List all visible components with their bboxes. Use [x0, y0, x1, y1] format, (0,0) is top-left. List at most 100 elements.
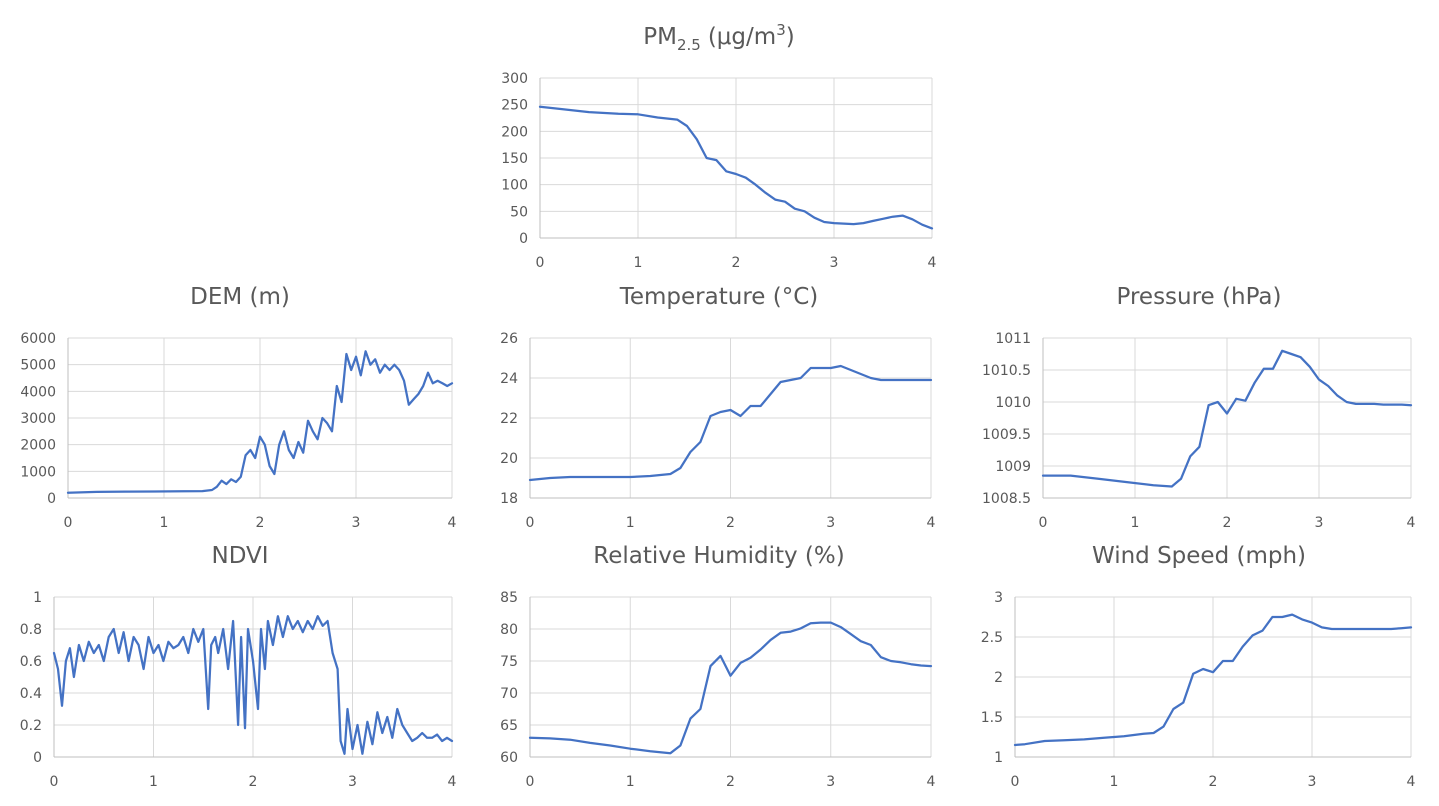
y-tick-label: 22 — [500, 411, 518, 427]
y-tick-label: 50 — [510, 204, 528, 220]
y-tick-label: 250 — [501, 98, 528, 114]
y-tick-label: 100 — [501, 178, 528, 194]
x-tick-label: 1 — [160, 515, 169, 531]
x-tick-label: 4 — [1407, 774, 1416, 790]
y-tick-label: 75 — [500, 654, 518, 670]
y-tick-label: 6000 — [20, 331, 56, 347]
y-tick-label: 20 — [500, 451, 518, 467]
y-tick-label: 2000 — [20, 438, 56, 454]
y-tick-label: 65 — [500, 718, 518, 734]
y-tick-label: 70 — [500, 686, 518, 702]
series-line — [1013, 613, 1413, 747]
x-tick-label: 2 — [732, 255, 741, 271]
x-tick-label: 2 — [249, 774, 258, 790]
y-tick-label: 1.5 — [981, 710, 1003, 726]
chart-ndvi: NDVI 0 0.2 0.4 0.6 0.8 1 0 1 2 3 4 — [20, 543, 457, 790]
x-tick-label: 4 — [927, 515, 936, 531]
x-tick-label: 2 — [726, 515, 735, 531]
x-tick-label: 3 — [826, 515, 835, 531]
y-tick-label: 3000 — [20, 411, 56, 427]
y-tick-label: 150 — [501, 151, 528, 167]
chart-pressure: Pressure (hPa) 1008.5 1009 1009.5 1010 1010.… — [982, 284, 1416, 531]
chart-title: Temperature (°C) — [619, 284, 819, 310]
chart-dem: DEM (m) 0 1000 2000 3000 4000 5000 6000 0 1 2 3 4 — [20, 284, 456, 531]
x-tick-label: 3 — [1315, 515, 1324, 531]
y-tick-label: 200 — [501, 124, 528, 140]
series-line — [66, 350, 454, 494]
x-tick-label: 0 — [526, 774, 535, 790]
series-line — [52, 615, 454, 755]
x-tick-label: 0 — [536, 255, 545, 271]
y-tick-label: 0.8 — [20, 622, 42, 638]
x-tick-label: 0 — [50, 774, 59, 790]
y-tick-label: 300 — [501, 71, 528, 87]
chart-title: PM2.5 (μg/m3) — [643, 21, 794, 54]
chart-wind-speed: Wind Speed (mph) 11.522.530 1 2 3 4 — [981, 543, 1416, 790]
chart-title: Wind Speed (mph) — [1092, 543, 1306, 569]
y-tick-label: 0 — [33, 750, 42, 766]
y-tick-label: 18 — [500, 491, 518, 507]
y-tick-label: 3 — [994, 590, 1003, 606]
chart-temperature: Temperature (°C) 18 20 22 24 26 0 1 2 3 4 — [500, 284, 935, 531]
chart-title: Relative Humidity (%) — [593, 543, 844, 569]
y-tick-label: 0.2 — [20, 718, 42, 734]
x-tick-label: 1 — [1131, 515, 1140, 531]
chart-relative-humidity: Relative Humidity (%) 60 65 70 75 80 85 0 1 2 3 4 — [500, 543, 935, 790]
y-tick-label: 1008.5 — [982, 491, 1031, 507]
y-tick-label: 80 — [500, 622, 518, 638]
x-tick-label: 2 — [256, 515, 265, 531]
title-superscript: 3 — [776, 21, 786, 39]
x-tick-label: 1 — [626, 515, 635, 531]
y-tick-label: 1011 — [995, 331, 1031, 347]
x-tick-label: 0 — [64, 515, 73, 531]
x-tick-label: 4 — [448, 515, 457, 531]
y-tick-label: 24 — [500, 371, 518, 387]
x-tick-label: 2 — [1223, 515, 1232, 531]
x-tick-label: 0 — [1011, 774, 1020, 790]
chart-pm25: PM2.5 (μg/m3) 0 50 100 150 200 250 300 0 1 2 3 4 — [501, 21, 936, 271]
x-tick-label: 3 — [348, 774, 357, 790]
chart-title: DEM (m) — [190, 284, 290, 310]
series-line — [538, 105, 934, 230]
y-tick-label: 0.4 — [20, 686, 42, 702]
y-tick-label: 85 — [500, 590, 518, 606]
title-main: PM — [643, 24, 677, 50]
y-tick-label: 1000 — [20, 464, 56, 480]
x-tick-label: 4 — [928, 255, 937, 271]
x-tick-label: 3 — [352, 515, 361, 531]
y-tick-label: 1010.5 — [982, 363, 1031, 379]
y-tick-label: 1009.5 — [982, 427, 1031, 443]
y-tick-label: 0.6 — [20, 654, 42, 670]
y-tick-label: 0 — [519, 231, 528, 247]
y-tick-label: 1010 — [995, 395, 1031, 411]
x-tick-label: 1 — [634, 255, 643, 271]
y-tick-label: 2 — [994, 670, 1003, 686]
series-line — [1041, 349, 1413, 488]
x-tick-label: 2 — [1209, 774, 1218, 790]
y-tick-label: 26 — [500, 331, 518, 347]
x-tick-label: 2 — [726, 774, 735, 790]
y-tick-label: 1 — [994, 750, 1003, 766]
y-tick-label: 2.5 — [981, 630, 1003, 646]
x-tick-label: 4 — [448, 774, 457, 790]
x-tick-label: 4 — [927, 774, 936, 790]
x-tick-label: 1 — [1110, 774, 1119, 790]
x-tick-label: 0 — [526, 515, 535, 531]
y-tick-label: 1009 — [995, 459, 1031, 475]
x-tick-label: 3 — [826, 774, 835, 790]
x-tick-label: 1 — [626, 774, 635, 790]
x-tick-label: 0 — [1039, 515, 1048, 531]
title-close: ) — [786, 24, 795, 50]
x-tick-label: 4 — [1407, 515, 1416, 531]
x-tick-label: 3 — [1308, 774, 1317, 790]
y-tick-label: 0 — [47, 491, 56, 507]
title-unit: (μg/m — [708, 24, 776, 50]
chart-title: Pressure (hPa) — [1117, 284, 1282, 310]
y-tick-label: 5000 — [20, 358, 56, 374]
series-line — [528, 621, 933, 755]
x-tick-label: 3 — [830, 255, 839, 271]
x-tick-label: 1 — [149, 774, 158, 790]
y-tick-label: 60 — [500, 750, 518, 766]
chart-title: NDVI — [211, 543, 268, 569]
